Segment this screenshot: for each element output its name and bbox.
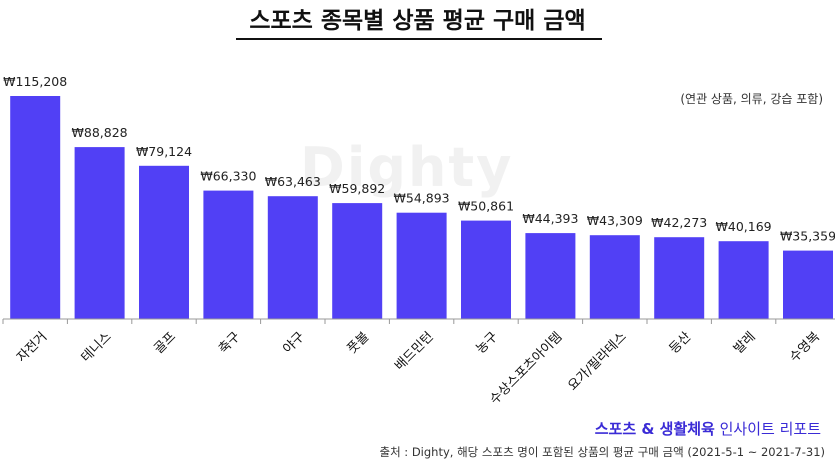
bar-12 xyxy=(783,250,833,319)
bar-3 xyxy=(203,190,254,319)
value-labels-group: ₩115,208 ₩88,828 ₩79,124 ₩66,330 ₩63,463 ₩59,… xyxy=(3,74,835,244)
report-label: 스포츠 & 생활체육 인사이트 리포트 xyxy=(595,418,821,439)
bars-group xyxy=(10,96,833,319)
value-label-0: ₩115,208 xyxy=(3,74,67,89)
category-label-1: 테니스 xyxy=(79,329,115,365)
bar-1 xyxy=(74,147,125,319)
bar-9 xyxy=(589,235,640,319)
bar-2 xyxy=(139,165,189,319)
page-title: 스포츠 종목별 상품 평균 구매 금액 xyxy=(249,8,586,34)
category-label-10: 등산 xyxy=(667,329,695,357)
value-label-8: ₩44,393 xyxy=(522,211,578,226)
bar-4 xyxy=(267,196,318,319)
category-label-4: 야구 xyxy=(280,329,308,357)
bar-11 xyxy=(718,241,769,319)
value-label-4: ₩63,463 xyxy=(265,174,321,189)
value-label-11: ₩40,169 xyxy=(716,219,772,234)
category-label-5: 풋볼 xyxy=(345,329,373,357)
category-label-2: 골프 xyxy=(152,329,180,357)
watermark: Dighty xyxy=(300,136,514,199)
value-label-6: ₩54,893 xyxy=(394,191,450,206)
title-underline xyxy=(236,38,602,40)
value-label-10: ₩42,273 xyxy=(651,215,707,230)
category-label-3: 축구 xyxy=(216,329,244,357)
bar-7 xyxy=(461,220,511,319)
category-label-6: 배드민턴 xyxy=(392,329,436,373)
category-label-11: 발레 xyxy=(731,329,759,357)
category-label-0: 자전거 xyxy=(14,329,50,365)
chart-subtitle: (연관 상품, 의류, 강습 포함) xyxy=(680,92,823,106)
bar-10 xyxy=(654,237,705,319)
value-label-3: ₩66,330 xyxy=(200,169,256,184)
value-label-7: ₩50,861 xyxy=(458,199,514,214)
value-label-2: ₩79,124 xyxy=(136,144,192,159)
category-label-12: 수영복 xyxy=(787,329,823,365)
report-label-strong: 스포츠 & 생활체육 xyxy=(594,420,715,438)
x-ticks-group xyxy=(2,319,777,324)
category-label-7: 농구 xyxy=(474,329,502,357)
value-label-9: ₩43,309 xyxy=(587,213,643,228)
category-label-9: 요가/필라테스 xyxy=(565,329,629,393)
value-label-1: ₩88,828 xyxy=(72,125,128,140)
report-label-rest: 인사이트 리포트 xyxy=(714,420,821,438)
value-label-12: ₩35,359 xyxy=(780,229,835,244)
bar-5 xyxy=(332,203,383,319)
bar-0 xyxy=(10,96,61,319)
source-note: 출처 : Dighty, 해당 스포츠 명이 포함된 상품의 평균 구매 금액 … xyxy=(379,445,825,459)
bar-6 xyxy=(396,212,447,319)
bar-8 xyxy=(525,233,576,319)
value-label-5: ₩59,892 xyxy=(329,181,385,196)
